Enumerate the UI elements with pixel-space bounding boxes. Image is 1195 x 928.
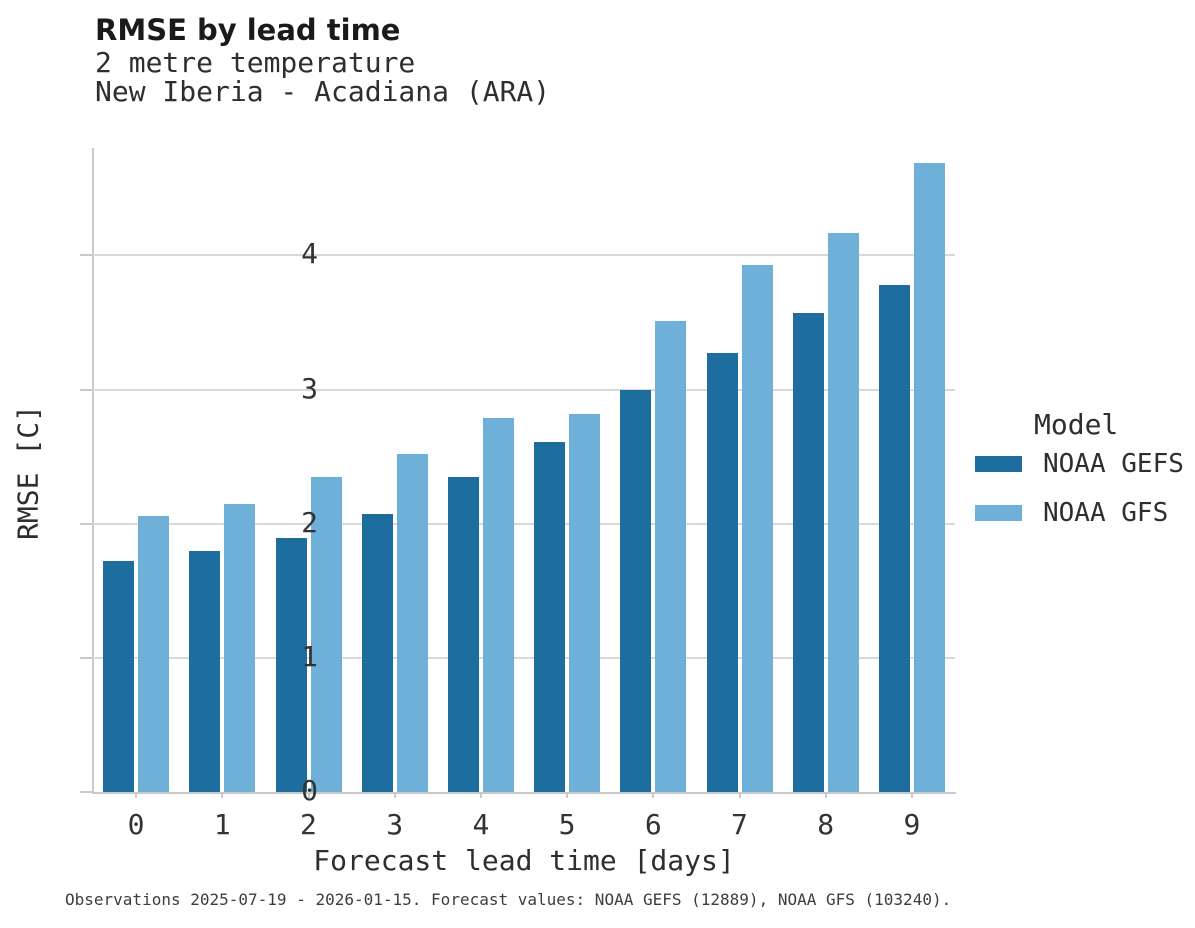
legend-title: Model xyxy=(1034,408,1119,441)
legend-label-noaa-gfs: NOAA GFS xyxy=(1043,498,1169,528)
x-tick-label-9: 9 xyxy=(903,808,921,841)
legend: Model NOAA GEFS NOAA GFS xyxy=(975,408,1190,547)
y-tick-label-2: 2 xyxy=(301,505,318,539)
chart-title: RMSE by lead time xyxy=(95,13,401,47)
x-tick-3 xyxy=(393,792,396,798)
bar-noaa-gfs-day-9 xyxy=(913,162,945,792)
x-tick-8 xyxy=(824,792,827,798)
bar-noaa-gefs-day-2 xyxy=(275,538,307,792)
x-axis-title: Forecast lead time [days] xyxy=(313,844,735,877)
x-tick-label-0: 0 xyxy=(127,808,145,841)
y-axis-title: RMSE [C] xyxy=(11,405,45,540)
bar-noaa-gefs-day-9 xyxy=(878,284,910,792)
x-tick-0 xyxy=(135,792,138,798)
y-axis-spine xyxy=(92,148,94,792)
bar-noaa-gefs-day-8 xyxy=(792,313,824,792)
bar-noaa-gfs-day-0 xyxy=(138,515,170,792)
bar-noaa-gfs-day-1 xyxy=(224,503,256,792)
caption: Observations 2025-07-19 - 2026-01-15. Fo… xyxy=(65,890,952,909)
x-tick-label-7: 7 xyxy=(731,808,748,841)
gridline-y-4 xyxy=(93,254,955,257)
bar-noaa-gfs-day-5 xyxy=(569,413,601,792)
x-tick-2 xyxy=(307,792,310,798)
x-tick-7 xyxy=(738,792,741,798)
legend-label-noaa-gefs: NOAA GEFS xyxy=(1043,449,1184,479)
bar-noaa-gefs-day-6 xyxy=(620,389,652,792)
plot-area xyxy=(80,148,956,794)
x-tick-label-5: 5 xyxy=(558,808,576,841)
y-tick-label-0: 0 xyxy=(301,774,318,807)
x-tick-5 xyxy=(566,792,569,798)
y-tick-label-4: 4 xyxy=(301,237,318,271)
x-tick-label-2: 2 xyxy=(300,808,317,841)
x-tick-label-8: 8 xyxy=(817,808,835,841)
legend-item-noaa-gfs: NOAA GFS xyxy=(975,498,1190,528)
bar-noaa-gefs-day-5 xyxy=(534,441,566,792)
legend-swatch-noaa-gefs xyxy=(975,456,1022,472)
x-tick-label-6: 6 xyxy=(644,808,662,841)
x-tick-label-1: 1 xyxy=(213,808,231,841)
bar-noaa-gfs-day-2 xyxy=(310,476,342,792)
y-tick-1 xyxy=(80,656,92,659)
bar-noaa-gefs-day-3 xyxy=(361,514,393,792)
gridline-y-3 xyxy=(93,388,955,391)
bar-noaa-gfs-day-3 xyxy=(396,453,428,792)
bar-noaa-gfs-day-6 xyxy=(655,321,687,792)
legend-swatch-noaa-gfs xyxy=(975,505,1022,521)
x-tick-label-4: 4 xyxy=(472,808,490,841)
x-tick-6 xyxy=(652,792,655,798)
legend-item-noaa-gefs: NOAA GEFS xyxy=(975,449,1190,479)
bar-noaa-gefs-day-4 xyxy=(447,476,479,792)
x-tick-9 xyxy=(910,792,913,798)
chart-header: RMSE by lead time 2 metre temperature Ne… xyxy=(95,12,550,106)
chart-subtitle-variable: 2 metre temperature xyxy=(95,46,416,79)
bar-noaa-gfs-day-8 xyxy=(827,232,859,792)
x-tick-1 xyxy=(221,792,224,798)
x-axis-spine xyxy=(92,792,956,794)
x-tick-4 xyxy=(479,792,482,798)
y-tick-0 xyxy=(80,791,92,793)
gridline-y-1 xyxy=(93,656,955,659)
gridline-y-2 xyxy=(93,522,955,525)
bar-noaa-gefs-day-0 xyxy=(103,561,135,792)
bar-noaa-gefs-day-1 xyxy=(189,550,221,792)
bar-noaa-gfs-day-4 xyxy=(482,417,514,792)
bar-noaa-gefs-day-7 xyxy=(706,353,738,792)
y-tick-label-3: 3 xyxy=(301,371,318,405)
bar-noaa-gfs-day-7 xyxy=(741,264,773,792)
y-tick-label-1: 1 xyxy=(301,639,318,673)
x-tick-label-3: 3 xyxy=(386,808,404,841)
y-tick-3 xyxy=(80,388,92,391)
chart-subtitle-location: New Iberia - Acadiana (ARA) xyxy=(95,75,551,108)
y-tick-4 xyxy=(80,254,92,257)
y-tick-2 xyxy=(80,522,92,525)
